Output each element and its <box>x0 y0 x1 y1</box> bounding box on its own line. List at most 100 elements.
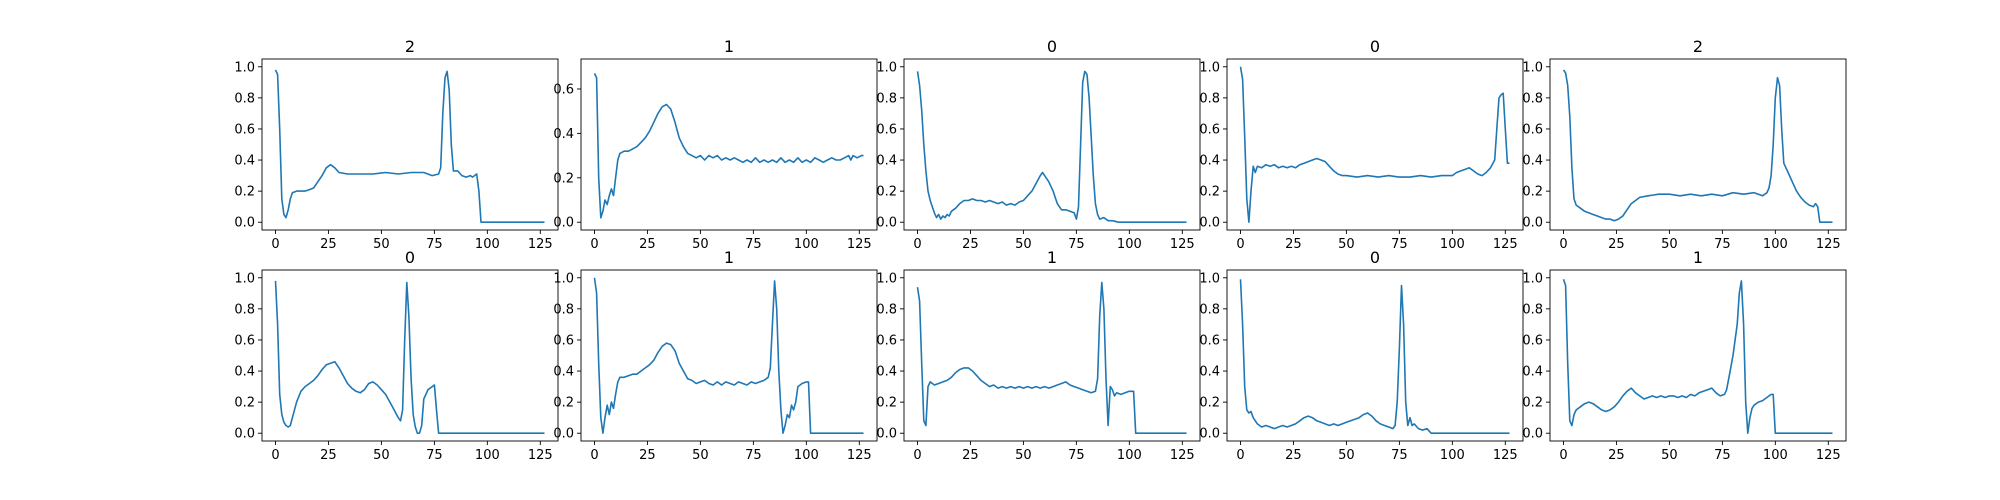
y-tick-label: 0.6 <box>234 122 255 137</box>
subplot-title: 0 <box>405 248 415 267</box>
y-tick-label: 0.4 <box>1522 154 1543 169</box>
subplot-title: 0 <box>1370 37 1380 56</box>
y-tick-label: 0.2 <box>876 396 897 411</box>
x-tick-label: 100 <box>794 237 819 252</box>
series-line <box>916 70 1187 223</box>
x-tick-label: 100 <box>794 448 819 463</box>
x-tick-label: 25 <box>1285 237 1302 252</box>
subplot-7: 1 0 25 50 75 100 125 0.0 0.2 0.4 0.6 0.8 1.0 <box>553 248 878 463</box>
y-tick-label: 1.0 <box>1199 60 1220 75</box>
y-tick-label: 0.0 <box>234 216 255 231</box>
x-tick-label: 75 <box>745 237 762 252</box>
x-tick-label: 100 <box>475 448 500 463</box>
x-tick-label: 0 <box>1236 448 1244 463</box>
y-tick-label: 0.4 <box>1199 154 1220 169</box>
y-tick-label: 0.0 <box>1522 427 1543 442</box>
subplot-title: 2 <box>1693 37 1703 56</box>
x-tick-label: 0 <box>590 237 598 252</box>
x-tick-label: 25 <box>1608 448 1625 463</box>
axes-frame <box>1549 269 1847 442</box>
y-tick-label: 1.0 <box>234 271 255 286</box>
x-tick-label: 50 <box>692 237 709 252</box>
x-tick-label: 75 <box>1714 237 1731 252</box>
x-tick-label: 100 <box>1440 237 1465 252</box>
y-tick-label: 0.0 <box>1199 427 1220 442</box>
y-tick-label: 0.2 <box>876 185 897 200</box>
y-tick-label: 0.6 <box>876 333 897 348</box>
x-tick-label: 50 <box>692 448 709 463</box>
y-tick-label: 0.4 <box>1522 365 1543 380</box>
x-tick-label: 25 <box>320 448 337 463</box>
series-line <box>274 280 545 435</box>
y-tick-label: 0.0 <box>553 427 574 442</box>
subplot-3: 0 0 25 50 75 100 125 0.0 0.2 0.4 0.6 0.8 1.0 <box>876 37 1201 252</box>
y-tick-label: 0.6 <box>1522 333 1543 348</box>
x-tick-label: 125 <box>1170 237 1195 252</box>
x-tick-label: 125 <box>1816 448 1841 463</box>
x-tick-label: 0 <box>913 448 921 463</box>
y-tick-label: 0.4 <box>876 365 897 380</box>
x-tick-label: 0 <box>913 237 921 252</box>
subplot-title: 1 <box>1047 248 1057 267</box>
subplot-4: 0 0 25 50 75 100 125 0.0 0.2 0.4 0.6 0.8 1.0 <box>1199 37 1524 252</box>
y-tick-label: 0.6 <box>234 333 255 348</box>
x-tick-label: 25 <box>1285 448 1302 463</box>
y-tick-label: 1.0 <box>553 271 574 286</box>
y-tick-label: 1.0 <box>1522 60 1543 75</box>
subplot-title: 1 <box>724 37 734 56</box>
x-tick-label: 125 <box>528 237 553 252</box>
subplot-2: 1 0 25 50 75 100 125 0.0 0.2 0.4 0.6 <box>553 37 878 252</box>
axes-frame <box>1226 58 1524 231</box>
y-tick-label: 0.8 <box>1199 302 1220 317</box>
y-tick-label: 0.8 <box>1522 302 1543 317</box>
y-tick-label: 0.4 <box>553 365 574 380</box>
axes-frame <box>1226 269 1524 442</box>
series-line <box>593 73 864 219</box>
x-tick-label: 0 <box>271 237 279 252</box>
axes-frame <box>903 58 1201 231</box>
x-tick-label: 125 <box>847 448 872 463</box>
y-tick-label: 0.0 <box>876 427 897 442</box>
subplot-title: 0 <box>1047 37 1057 56</box>
y-tick-label: 0.6 <box>1522 122 1543 137</box>
x-tick-label: 0 <box>1559 448 1567 463</box>
x-tick-label: 125 <box>1493 448 1518 463</box>
y-tick-label: 0.8 <box>876 302 897 317</box>
x-tick-label: 125 <box>528 448 553 463</box>
x-tick-label: 75 <box>426 448 443 463</box>
y-tick-label: 0.6 <box>1199 333 1220 348</box>
x-tick-label: 125 <box>847 237 872 252</box>
x-tick-label: 0 <box>1559 237 1567 252</box>
x-tick-label: 25 <box>1608 237 1625 252</box>
x-tick-label: 50 <box>1338 237 1355 252</box>
x-tick-label: 100 <box>1763 237 1788 252</box>
x-tick-label: 75 <box>1068 448 1085 463</box>
y-tick-label: 1.0 <box>1522 271 1543 286</box>
y-tick-label: 0.0 <box>553 216 574 231</box>
y-tick-label: 0.4 <box>234 365 255 380</box>
x-tick-label: 125 <box>1816 237 1841 252</box>
series-line <box>916 281 1187 435</box>
series-line <box>1562 69 1833 223</box>
y-tick-label: 0.0 <box>234 427 255 442</box>
y-tick-label: 0.2 <box>1199 185 1220 200</box>
axes-frame <box>903 269 1201 442</box>
x-tick-label: 100 <box>1117 237 1142 252</box>
x-tick-label: 50 <box>373 448 390 463</box>
subplot-8: 1 0 25 50 75 100 125 0.0 0.2 0.4 0.6 0.8 1.0 <box>876 248 1201 463</box>
x-tick-label: 0 <box>590 448 598 463</box>
x-tick-label: 25 <box>962 237 979 252</box>
x-tick-label: 100 <box>475 237 500 252</box>
x-tick-label: 50 <box>1015 237 1032 252</box>
x-tick-label: 50 <box>373 237 390 252</box>
subplot-9: 0 0 25 50 75 100 125 0.0 0.2 0.4 0.6 0.8 1.0 <box>1199 248 1524 463</box>
y-tick-label: 0.6 <box>1199 122 1220 137</box>
subplot-title: 2 <box>405 37 415 56</box>
x-tick-label: 50 <box>1015 448 1032 463</box>
series-line <box>1239 279 1510 435</box>
y-tick-label: 0.4 <box>1199 365 1220 380</box>
subplot-6: 0 0 25 50 75 100 125 0.0 0.2 0.4 0.6 0.8 1.0 <box>234 248 559 463</box>
axes-frame <box>580 58 878 231</box>
